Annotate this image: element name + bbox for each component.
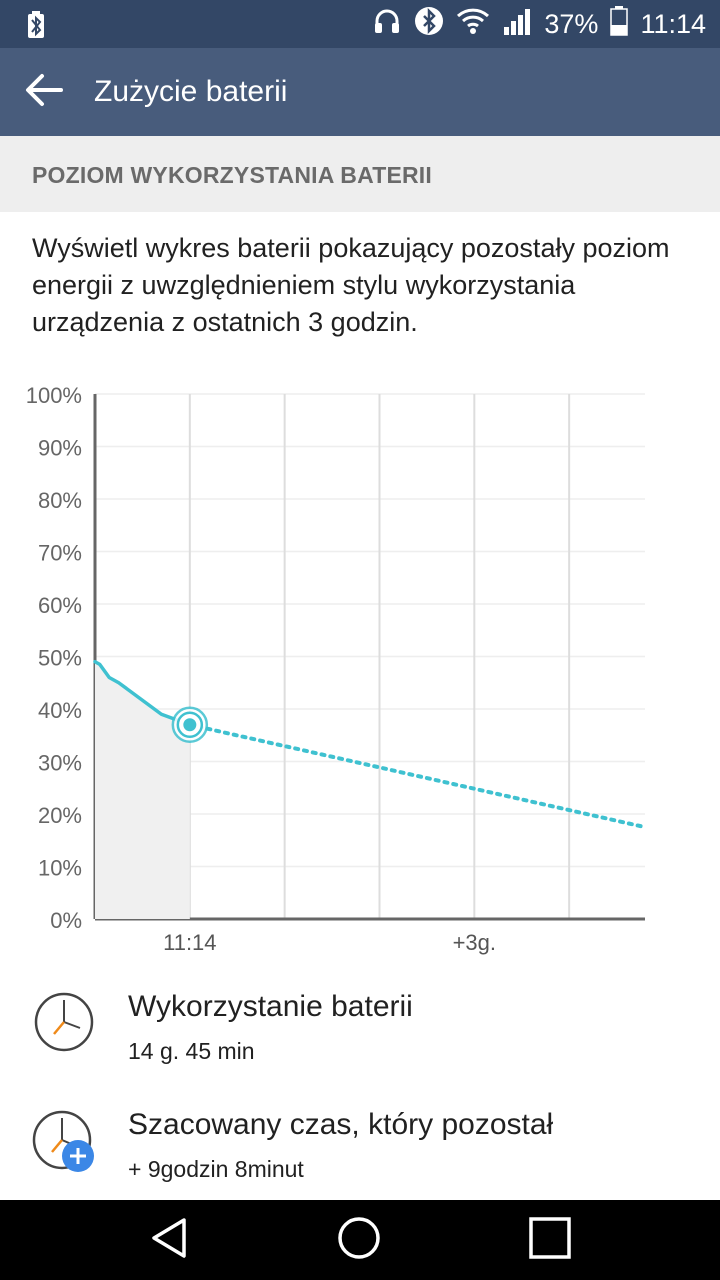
forecast-line xyxy=(187,722,647,830)
y-tick-label: 80% xyxy=(38,488,82,513)
bluetooth-battery-icon xyxy=(22,10,50,45)
x-tick-label: 11:14 xyxy=(163,930,216,955)
chart-description: Wyświetl wykres baterii pokazujący pozos… xyxy=(32,233,670,337)
headphones-icon xyxy=(372,6,402,43)
remaining-time-title: Szacowany czas, który pozostał xyxy=(128,1108,554,1141)
battery-usage-title: Wykorzystanie baterii xyxy=(128,990,413,1023)
y-tick-label: 20% xyxy=(38,803,82,828)
clock-icon xyxy=(32,990,96,1054)
page-title: Zużycie baterii xyxy=(94,75,288,108)
y-tick-label: 40% xyxy=(38,698,82,723)
x-tick-label: +3g. xyxy=(453,930,496,955)
navigation-bar xyxy=(0,1200,720,1280)
y-tick-label: 70% xyxy=(38,541,82,566)
history-line xyxy=(93,660,192,727)
status-time: 11:14 xyxy=(640,8,706,39)
wifi-icon xyxy=(456,7,490,42)
battery-usage-row[interactable]: Wykorzystanie baterii 14 g. 45 min xyxy=(0,990,720,1100)
y-tick-label: 90% xyxy=(38,436,82,461)
recents-square-icon xyxy=(528,1216,572,1265)
back-triangle-icon xyxy=(148,1216,192,1265)
battery-icon xyxy=(610,5,629,43)
clock-plus-icon xyxy=(32,1108,96,1172)
y-tick-label: 10% xyxy=(38,856,82,881)
battery-percent: 37% xyxy=(544,8,599,39)
history-area xyxy=(95,661,190,919)
nav-back-button[interactable] xyxy=(110,1200,230,1280)
section-header: POZIOM WYKORZYSTANIA BATERII xyxy=(0,136,720,212)
current-point xyxy=(183,718,197,732)
section-header-label: POZIOM WYKORZYSTANIA BATERII xyxy=(32,162,432,188)
arrow-back-icon xyxy=(24,73,64,112)
battery-chart-svg: 100% 90% 80% 70% 60% 50% 40% 30% 20% 10% 0% 11:14 +… xyxy=(26,383,647,955)
y-tick-label: 50% xyxy=(38,646,82,671)
app-bar: Zużycie baterii xyxy=(0,48,720,136)
y-tick-label: 100% xyxy=(26,383,82,408)
nav-recents-button[interactable] xyxy=(490,1200,610,1280)
status-bar: 37% 11:14 xyxy=(0,0,720,48)
back-button[interactable] xyxy=(16,68,72,116)
nav-home-button[interactable] xyxy=(299,1200,419,1280)
remaining-time-row[interactable]: Szacowany czas, który pozostał + 9godzin… xyxy=(0,1108,720,1218)
home-circle-icon xyxy=(335,1214,383,1267)
battery-chart: 100% 90% 80% 70% 60% 50% 40% 30% 20% 10% 0% 11:14 +… xyxy=(0,370,720,970)
battery-usage-value: 14 g. 45 min xyxy=(128,1038,255,1064)
y-tick-label: 60% xyxy=(38,593,82,618)
y-tick-label: 30% xyxy=(38,751,82,776)
signal-icon xyxy=(502,7,532,42)
bluetooth-icon xyxy=(414,6,444,43)
remaining-time-value: + 9godzin 8minut xyxy=(128,1156,304,1182)
y-tick-label: 0% xyxy=(50,908,82,933)
